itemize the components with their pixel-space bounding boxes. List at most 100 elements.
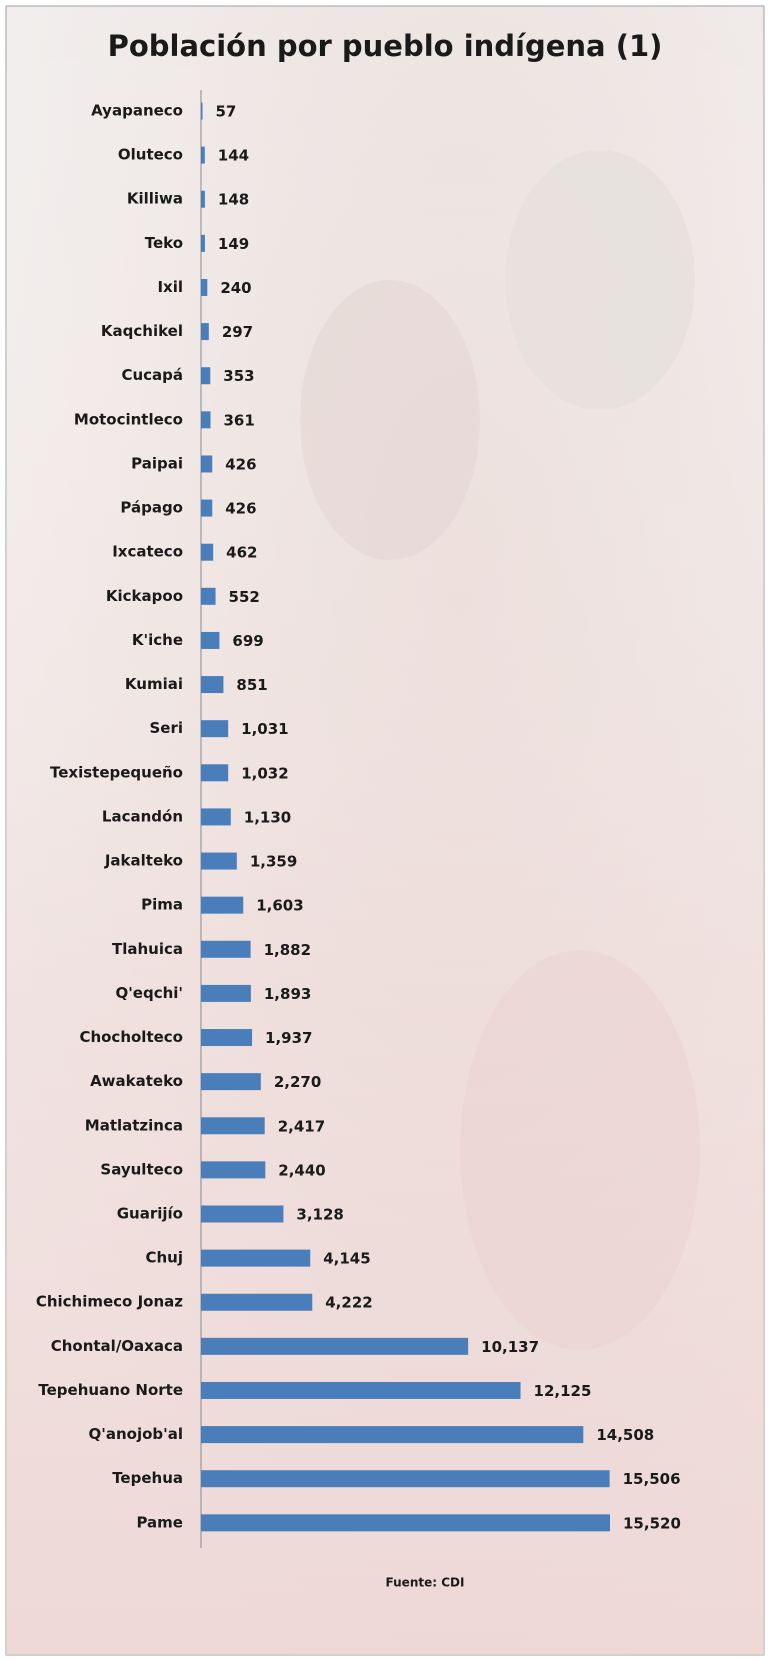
bar bbox=[201, 1117, 265, 1135]
category-label: Awakateko bbox=[90, 1072, 183, 1090]
bar bbox=[201, 1337, 469, 1355]
bar bbox=[201, 146, 205, 164]
bar bbox=[201, 323, 209, 341]
data-label: 1,130 bbox=[244, 808, 291, 826]
category-label: Kumiai bbox=[125, 675, 183, 693]
category-label: Chichimeco Jonaz bbox=[36, 1293, 183, 1311]
data-label: 297 bbox=[222, 323, 253, 341]
bar bbox=[201, 587, 216, 605]
bar bbox=[201, 1249, 311, 1267]
data-label: 353 bbox=[223, 367, 254, 385]
bar bbox=[201, 1161, 266, 1179]
bar bbox=[201, 190, 205, 208]
data-label: 15,506 bbox=[623, 1470, 681, 1488]
bar bbox=[201, 278, 208, 296]
data-label: 2,417 bbox=[278, 1117, 325, 1135]
bar bbox=[201, 1514, 610, 1532]
bar bbox=[201, 1073, 261, 1091]
bar bbox=[201, 455, 213, 473]
category-label: Chontal/Oaxaca bbox=[51, 1337, 183, 1355]
bar bbox=[201, 1205, 284, 1223]
category-label: Guarijío bbox=[117, 1205, 183, 1223]
category-label: Q'anojob'al bbox=[89, 1425, 184, 1443]
category-label: Seri bbox=[149, 719, 183, 737]
data-label: 1,882 bbox=[264, 941, 311, 959]
category-label: Matlatzinca bbox=[85, 1116, 183, 1134]
source-note: Fuente: CDI bbox=[386, 1576, 465, 1590]
photo-shape bbox=[505, 150, 695, 410]
category-label: Tlahuica bbox=[112, 940, 183, 958]
data-label: 1,893 bbox=[264, 985, 311, 1003]
data-label: 426 bbox=[225, 455, 256, 473]
bar bbox=[201, 102, 203, 120]
category-label: Chocholteco bbox=[79, 1028, 183, 1046]
category-label: Killiwa bbox=[127, 190, 183, 208]
photo-shape bbox=[300, 280, 480, 560]
data-label: 149 bbox=[218, 235, 249, 253]
category-label: Pame bbox=[136, 1513, 183, 1531]
data-label: 10,137 bbox=[481, 1338, 539, 1356]
bar bbox=[201, 367, 211, 385]
category-label: K'iche bbox=[132, 631, 183, 649]
category-label: Chuj bbox=[145, 1249, 183, 1267]
data-label: 240 bbox=[220, 279, 251, 297]
data-label: 12,125 bbox=[534, 1382, 592, 1400]
bar bbox=[201, 896, 244, 914]
category-label: Teko bbox=[145, 234, 183, 252]
data-label: 2,440 bbox=[278, 1161, 325, 1179]
bar bbox=[201, 1029, 253, 1047]
data-label: 552 bbox=[229, 588, 260, 606]
data-label: 14,508 bbox=[596, 1426, 654, 1444]
data-label: 1,032 bbox=[241, 764, 288, 782]
category-label: Texistepequeño bbox=[50, 763, 183, 781]
bar bbox=[201, 1426, 584, 1444]
data-label: 1,359 bbox=[250, 853, 297, 871]
chart-title: Población por pueblo indígena (1) bbox=[108, 29, 663, 63]
category-label: Oluteco bbox=[118, 146, 183, 164]
data-label: 426 bbox=[225, 500, 256, 518]
data-label: 361 bbox=[224, 411, 255, 429]
bar bbox=[201, 499, 213, 517]
bar bbox=[201, 1381, 521, 1399]
bar bbox=[201, 940, 251, 958]
data-label: 4,145 bbox=[323, 1250, 370, 1268]
data-label: 1,603 bbox=[256, 897, 303, 915]
category-label: Tepehua bbox=[112, 1469, 183, 1487]
category-label: Kickapoo bbox=[106, 587, 183, 605]
category-label: Pápago bbox=[120, 499, 183, 517]
category-label: Tepehuano Norte bbox=[38, 1381, 183, 1399]
data-label: 15,520 bbox=[623, 1514, 681, 1532]
bar bbox=[201, 984, 251, 1002]
category-label: Lacandón bbox=[102, 807, 183, 825]
data-label: 1,031 bbox=[241, 720, 288, 738]
data-label: 144 bbox=[218, 147, 249, 165]
category-label: Ixcateco bbox=[112, 543, 183, 561]
data-label: 462 bbox=[226, 544, 257, 562]
bar bbox=[201, 411, 211, 429]
bar bbox=[201, 1293, 313, 1311]
bar bbox=[201, 808, 231, 826]
bar bbox=[201, 543, 214, 561]
data-label: 4,222 bbox=[325, 1294, 372, 1312]
data-label: 851 bbox=[236, 676, 267, 694]
data-label: 148 bbox=[218, 191, 249, 209]
bar bbox=[201, 852, 237, 870]
bar bbox=[201, 1470, 610, 1488]
category-label: Kaqchikel bbox=[101, 322, 183, 340]
photo-shape bbox=[460, 950, 700, 1350]
bar bbox=[201, 676, 224, 694]
bar bbox=[201, 234, 205, 252]
category-label: Pima bbox=[141, 896, 183, 914]
data-label: 3,128 bbox=[296, 1206, 343, 1224]
category-label: Motocintleco bbox=[74, 410, 183, 428]
bar bbox=[201, 764, 229, 782]
bar bbox=[201, 631, 220, 649]
bar bbox=[201, 720, 229, 738]
category-label: Sayulteco bbox=[100, 1160, 183, 1178]
category-label: Ayapaneco bbox=[91, 102, 183, 120]
category-label: Cucapá bbox=[121, 366, 183, 384]
data-label: 1,937 bbox=[265, 1029, 312, 1047]
category-label: Ixil bbox=[157, 278, 183, 296]
